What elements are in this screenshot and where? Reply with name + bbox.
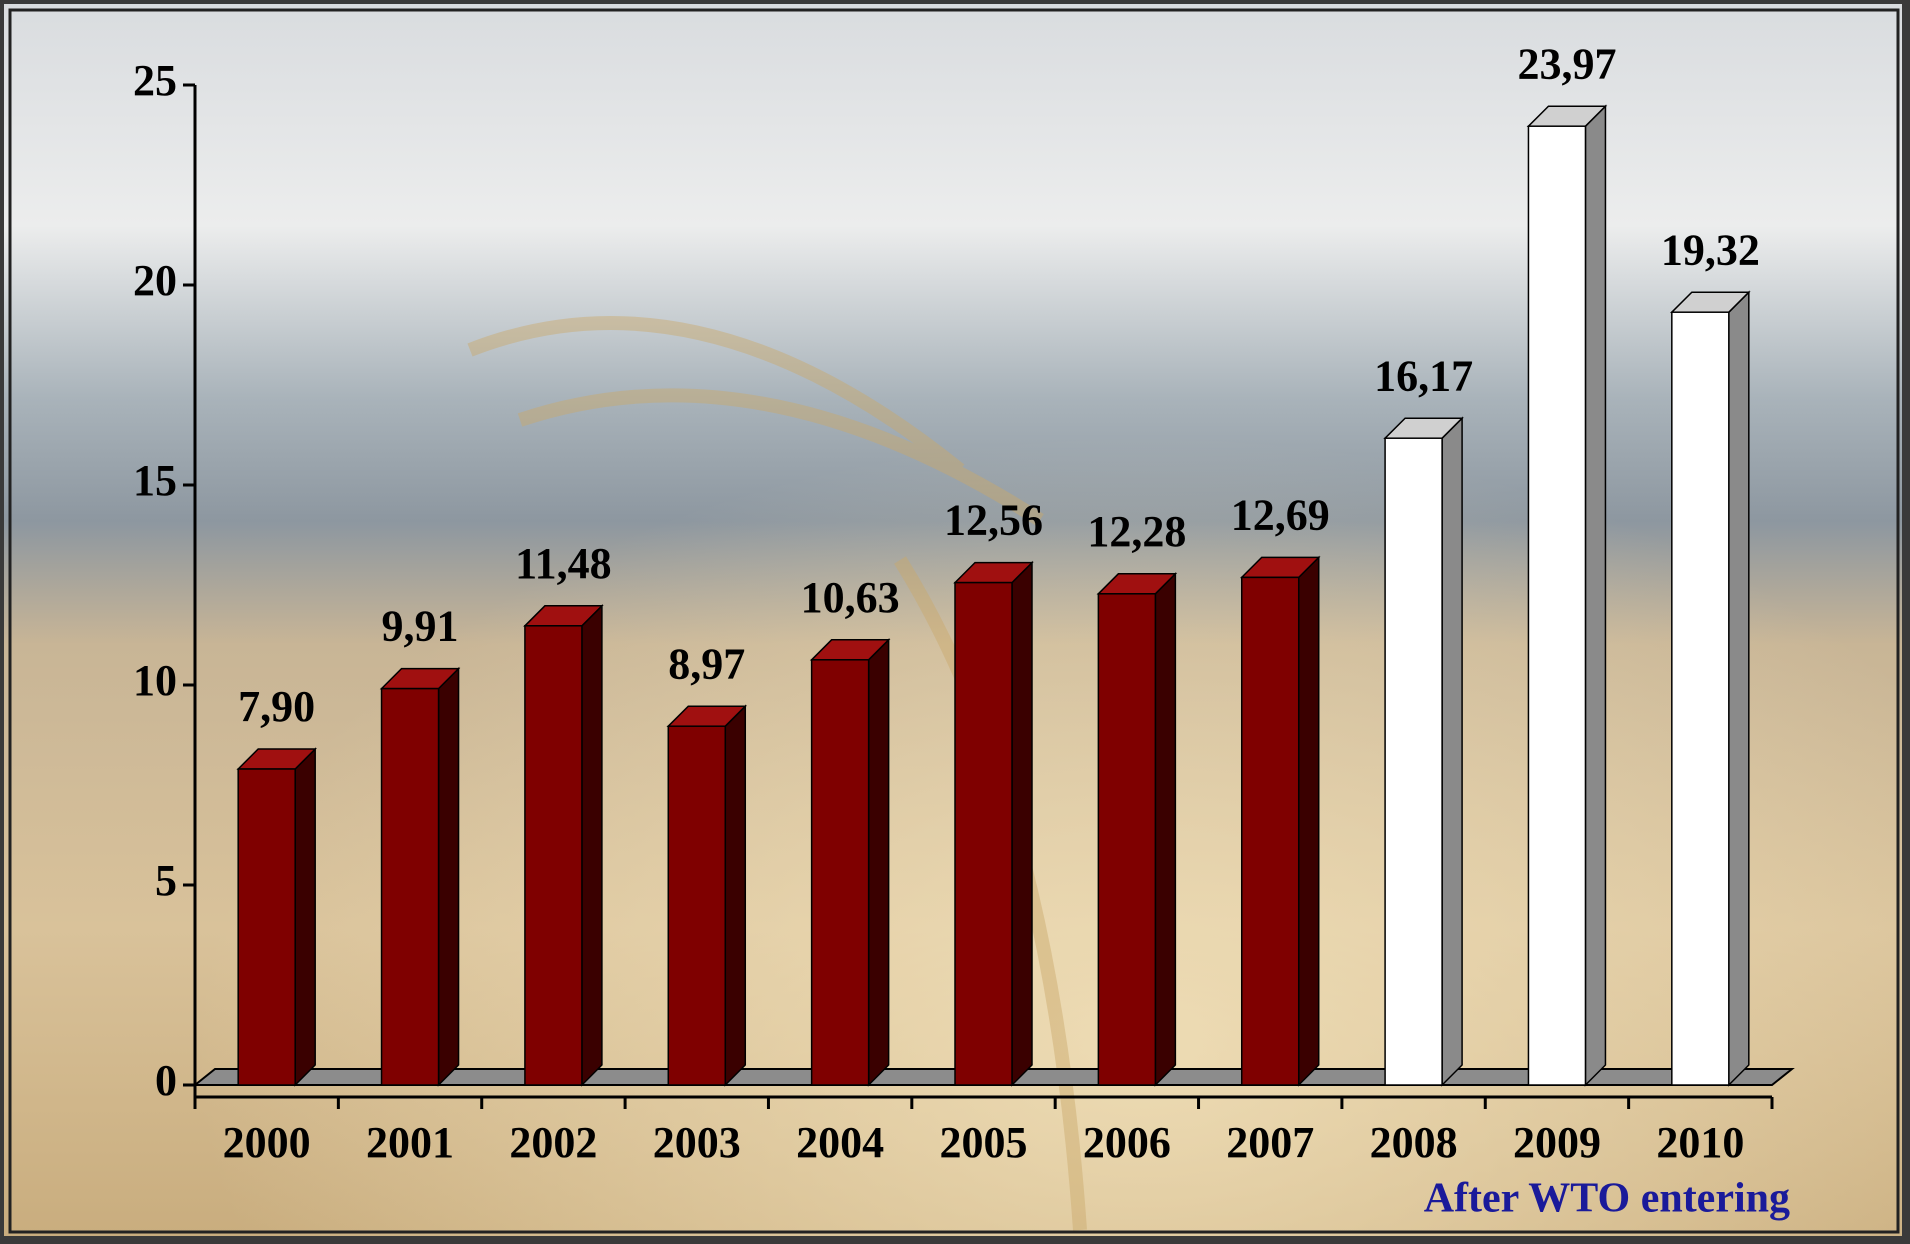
bar-side (439, 669, 459, 1085)
x-tick-label: 2009 (1513, 1118, 1601, 1167)
x-tick-label: 2001 (366, 1118, 454, 1167)
bar (1385, 438, 1442, 1085)
bar (238, 769, 295, 1085)
value-label: 7,90 (238, 682, 315, 731)
bar (525, 626, 582, 1085)
x-tick-label: 2005 (940, 1118, 1028, 1167)
value-label: 23,97 (1517, 39, 1616, 88)
chart: After WTO entering 0 5 10 15 20 25 2000 7,90 200… (0, 0, 1910, 1244)
value-label: 19,32 (1661, 225, 1760, 274)
x-tick-label: 2002 (509, 1118, 597, 1167)
value-label: 16,17 (1374, 351, 1473, 400)
value-label: 10,63 (801, 573, 900, 622)
bar (1242, 577, 1299, 1085)
y-tick-label: 0 (155, 1056, 177, 1105)
bar-side (1442, 418, 1462, 1085)
x-tick-label: 2008 (1370, 1118, 1458, 1167)
bar-side (1155, 574, 1175, 1085)
bar-side (1729, 292, 1749, 1085)
x-tick-label: 2004 (796, 1118, 884, 1167)
bar-side (725, 706, 745, 1085)
value-label: 12,28 (1087, 507, 1186, 556)
annotation: After WTO entering (1424, 1176, 1790, 1222)
bar (812, 660, 869, 1085)
bar (668, 726, 725, 1085)
value-label: 12,56 (944, 496, 1043, 545)
x-tick-label: 2000 (223, 1118, 311, 1167)
bar-side (295, 749, 315, 1085)
bar-side (869, 640, 889, 1085)
bar (1528, 126, 1585, 1085)
bar-side (1585, 106, 1605, 1085)
page: After WTO entering 0 5 10 15 20 25 2000 7,90 200… (0, 0, 1910, 1244)
value-label: 11,48 (515, 539, 612, 588)
value-label: 8,97 (668, 639, 745, 688)
x-tick-label: 2007 (1226, 1118, 1314, 1167)
value-label: 9,91 (382, 602, 459, 651)
bar-side (1299, 557, 1319, 1085)
x-tick-label: 2003 (653, 1118, 741, 1167)
bar (955, 583, 1012, 1085)
bar (1672, 312, 1729, 1085)
y-tick-label: 25 (133, 56, 177, 105)
y-tick-label: 10 (133, 656, 177, 705)
bar (1098, 594, 1155, 1085)
y-tick-label: 20 (133, 256, 177, 305)
y-tick-label: 5 (155, 856, 177, 905)
bar-side (1012, 563, 1032, 1085)
y-tick-label: 15 (133, 456, 177, 505)
bar (382, 689, 439, 1085)
x-tick-label: 2006 (1083, 1118, 1171, 1167)
value-label: 12,69 (1231, 490, 1330, 539)
bar-side (582, 606, 602, 1085)
x-tick-label: 2010 (1656, 1118, 1744, 1167)
